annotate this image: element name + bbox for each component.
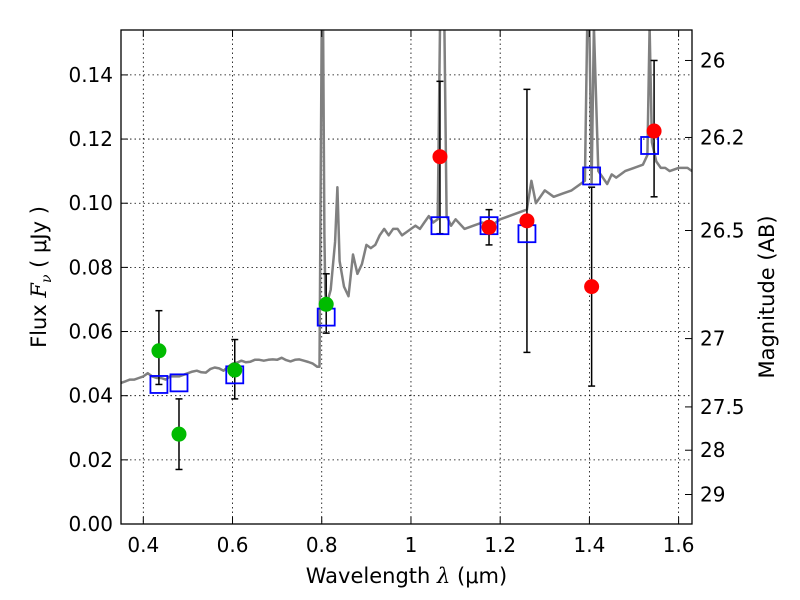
model-photometry-square — [640, 136, 660, 155]
plot-frame — [120, 29, 693, 525]
photometry-point — [432, 149, 448, 165]
y2-tick-label: 26 — [700, 48, 725, 72]
model-photometry-square — [169, 373, 189, 393]
y-tick-label: 0.04 — [68, 384, 113, 408]
observed-photometry-layer — [151, 123, 662, 442]
y-axis-label: Flux Fν ( μJy ) — [27, 206, 55, 348]
model-photometry-layer — [149, 136, 660, 394]
photometry-point — [519, 213, 535, 229]
x-tick-label: 0.6 — [217, 533, 249, 557]
y2-tick-label: 29 — [700, 482, 725, 506]
x-tick-label: 0.4 — [127, 533, 159, 557]
model-photometry-square — [582, 166, 602, 186]
photometry-point — [151, 343, 167, 359]
y2-tick-label: 27 — [700, 327, 725, 351]
photometry-point — [646, 123, 662, 139]
x-tick-label: 1 — [405, 533, 418, 557]
y2-tick-label: 26.2 — [700, 125, 745, 149]
photometry-point — [171, 426, 187, 442]
axis-tick-labels: 0.4 0.6 0.8 1 1.2 1.4 1.6 0.00 0.02 0.04 0.06 0.08 0… — [68, 48, 744, 557]
x-axis-label: Wavelength λ (μm) — [306, 564, 507, 588]
y-tick-label: 0.10 — [68, 191, 113, 215]
model-sed-line — [121, 30, 692, 385]
y-tick-label: 0.02 — [68, 448, 113, 472]
x-tick-label: 1.4 — [573, 533, 605, 557]
x-tick-label: 0.8 — [306, 533, 338, 557]
y2-tick-label: 26.5 — [700, 218, 745, 242]
y2-tick-label: 27.5 — [700, 395, 745, 419]
grid — [121, 30, 692, 525]
x-tick-label: 1.6 — [663, 533, 695, 557]
y-tick-label: 0.06 — [68, 320, 113, 344]
y-tick-label: 0.00 — [68, 512, 113, 536]
photometry-point — [227, 362, 243, 378]
model-sed-layer — [121, 30, 692, 385]
photometry-point — [481, 219, 497, 235]
y2-tick-label: 28 — [700, 438, 725, 462]
error-bars-layer — [155, 59, 658, 471]
x-tick-label: 1.2 — [484, 533, 516, 557]
model-photometry-square — [149, 375, 169, 394]
model-photometry-square — [430, 216, 450, 236]
photometry-point — [584, 279, 600, 295]
y2-axis-label: Magnitude (AB) — [755, 215, 779, 378]
axis-ticks — [121, 30, 692, 525]
y-tick-label: 0.12 — [68, 127, 113, 151]
y-tick-label: 0.14 — [68, 63, 113, 87]
y-tick-label: 0.08 — [68, 255, 113, 279]
photometry-point — [318, 296, 334, 312]
